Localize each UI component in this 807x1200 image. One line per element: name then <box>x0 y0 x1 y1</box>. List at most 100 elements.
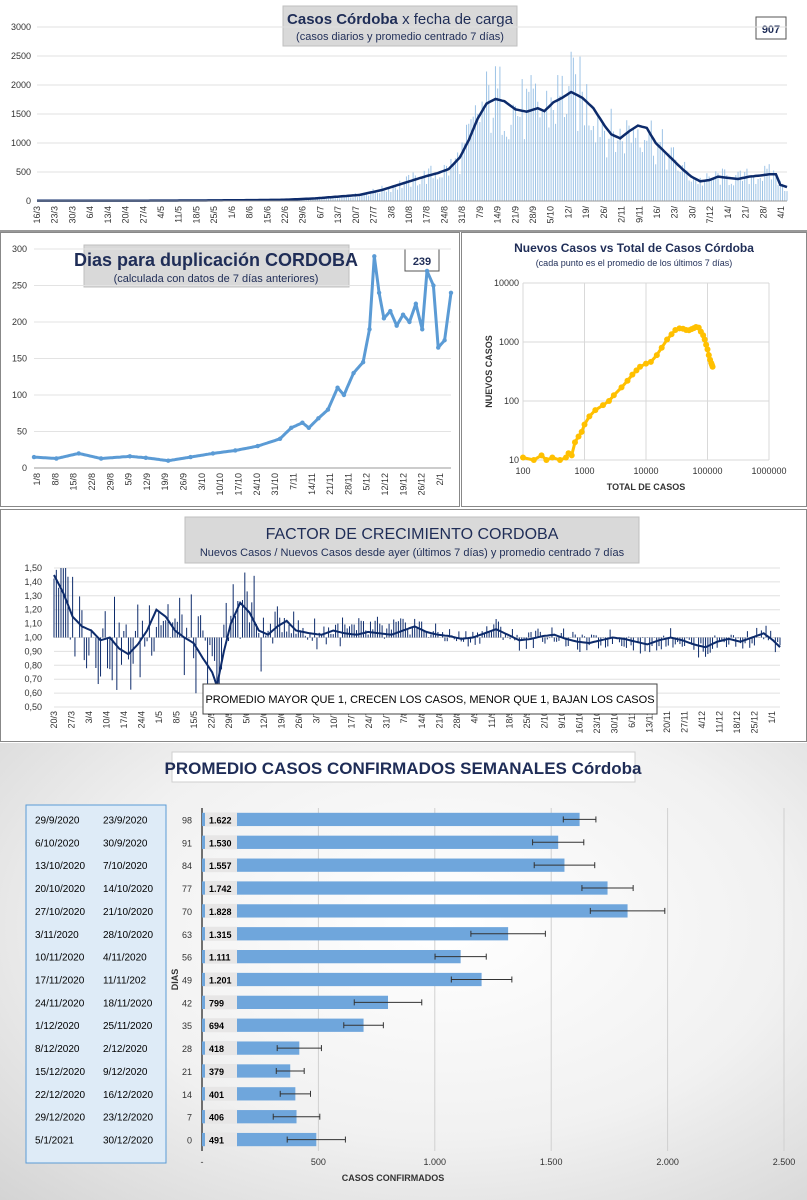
value-label-box <box>205 1109 237 1124</box>
daily-x-tick: 30/3 <box>67 206 77 224</box>
daily-x-tick: 7/12 <box>705 206 715 224</box>
scatter-point <box>571 439 578 446</box>
doubling-point <box>188 454 193 460</box>
doubling-x-tick: 22/8 <box>87 473 97 491</box>
weekly-value-label: 1.530 <box>209 838 232 848</box>
daily-y-tick: 3000 <box>11 22 31 32</box>
daily-x-tick: 13/7 <box>333 206 343 224</box>
doubling-x-tick: 17/10 <box>234 473 244 496</box>
row-date-end: 17/11/2020 <box>35 976 85 987</box>
scatter-point <box>643 360 649 367</box>
growth-y-tick: 0,50 <box>24 702 42 712</box>
doubling-point <box>54 456 59 461</box>
doubling-point <box>300 420 305 425</box>
scatter-point <box>543 457 550 463</box>
growth-y-tick: 1,10 <box>24 619 42 629</box>
growth-annotation: PROMEDIO MAYOR QUE 1, CRECEN LOS CASOS, … <box>205 694 654 706</box>
scatter-point <box>629 371 636 378</box>
doubling-line <box>33 254 453 463</box>
daily-x-tick: 3/8 <box>386 206 396 219</box>
growth-x-tick: 2/10 <box>539 711 549 729</box>
weekly-value-label: 1.622 <box>209 815 232 825</box>
row-date-start: 23/12/2020 <box>103 1113 153 1124</box>
daily-x-tick: 5/10 <box>546 206 556 224</box>
scatter-point <box>600 402 607 409</box>
doubling-point <box>166 458 171 463</box>
growth-x-tick: 18/9 <box>504 711 514 729</box>
weekly-bar <box>202 927 509 941</box>
weekly-x-tick: 2.000 <box>656 1157 679 1167</box>
doubling-y-tick: 100 <box>12 390 27 400</box>
row-dias: 35 <box>182 1021 192 1031</box>
doubling-chart: Dias para duplicación CORDOBA (calculada… <box>12 244 454 496</box>
growth-x-tick: 1/5 <box>154 711 164 724</box>
doubling-panel: Dias para duplicación CORDOBA (calculada… <box>0 232 460 507</box>
scatter-y-tick: 10000 <box>494 278 519 288</box>
growth-x-tick: 24/7 <box>364 711 374 729</box>
weekly-x-label: CASOS CONFIRMADOS <box>342 1173 445 1183</box>
doubling-x-tick: 10/10 <box>215 473 225 496</box>
value-label-box <box>205 903 237 918</box>
row-date-start: 9/12/2020 <box>103 1067 148 1078</box>
daily-x-tick: 23/ <box>670 206 680 219</box>
weekly-x-tick: 1.500 <box>540 1157 563 1167</box>
doubling-x-tick: 26/9 <box>179 473 189 491</box>
row-dias: 7 <box>187 1113 192 1123</box>
value-label-box <box>205 835 237 850</box>
scatter-point <box>610 392 617 399</box>
row-dias: 42 <box>182 998 192 1008</box>
doubling-badge: 239 <box>413 256 431 268</box>
weekly-value-label: 1.315 <box>209 930 232 940</box>
growth-x-tick: 26/6 <box>294 711 304 729</box>
daily-x-tick: 29/6 <box>298 206 308 224</box>
doubling-y-tick: 250 <box>12 281 27 291</box>
doubling-point <box>325 407 331 412</box>
doubling-point <box>407 319 412 325</box>
growth-x-tick: 20/3 <box>49 711 59 729</box>
scatter-point <box>704 346 711 353</box>
growth-x-tick: 13/11 <box>644 711 654 733</box>
doubling-point <box>31 454 37 460</box>
daily-average-line <box>37 90 788 203</box>
doubling-y-tick: 300 <box>12 244 27 254</box>
value-label-box <box>205 881 237 896</box>
weekly-value-label: 406 <box>209 1113 224 1123</box>
weekly-bar <box>202 835 559 849</box>
row-date-start: 30/9/2020 <box>103 838 148 849</box>
scatter-point <box>538 452 545 459</box>
scatter-point <box>530 457 537 463</box>
growth-x-tick: 19/6 <box>277 711 287 729</box>
daily-y-tick: 2000 <box>11 80 31 90</box>
doubling-point <box>367 327 372 332</box>
row-date-end: 10/11/2020 <box>35 953 85 964</box>
doubling-point <box>372 254 377 259</box>
doubling-x-tick: 1/8 <box>32 473 42 486</box>
daily-x-tick: 22/6 <box>280 206 290 224</box>
row-date-start: 14/10/2020 <box>103 884 153 895</box>
scatter-y-tick: 100 <box>504 396 519 406</box>
value-label-box <box>205 1063 237 1078</box>
daily-x-tick: 4/1 <box>776 206 786 219</box>
doubling-point <box>394 323 399 328</box>
doubling-point <box>351 370 356 376</box>
doubling-point <box>436 345 441 350</box>
weekly-bar <box>202 972 482 987</box>
value-label-box <box>205 1041 237 1056</box>
value-label-box <box>205 995 237 1010</box>
growth-x-tick: 16/10 <box>574 711 584 734</box>
daily-x-tick: 30/ <box>687 206 697 219</box>
growth-x-tick: 5/6 <box>242 711 252 724</box>
value-label-box <box>205 926 237 941</box>
row-date-end: 22/12/2020 <box>35 1090 85 1101</box>
scatter-point <box>592 407 599 414</box>
daily-y-tick: 1500 <box>11 109 31 119</box>
scatter-point <box>705 352 712 359</box>
doubling-x-tick: 2/1 <box>435 473 445 486</box>
growth-x-tick: 27/11 <box>679 711 689 733</box>
scatter-point <box>568 452 575 459</box>
weekly-bar <box>202 995 389 1009</box>
scatter-y-tick: 1000 <box>499 337 519 347</box>
weekly-title: PROMEDIO CASOS CONFIRMADOS SEMANALES Cór… <box>165 759 643 778</box>
growth-subtitle: Nuevos Casos / Nuevos Casos desde ayer (… <box>200 547 625 559</box>
growth-x-tick: 12/6 <box>259 711 269 729</box>
